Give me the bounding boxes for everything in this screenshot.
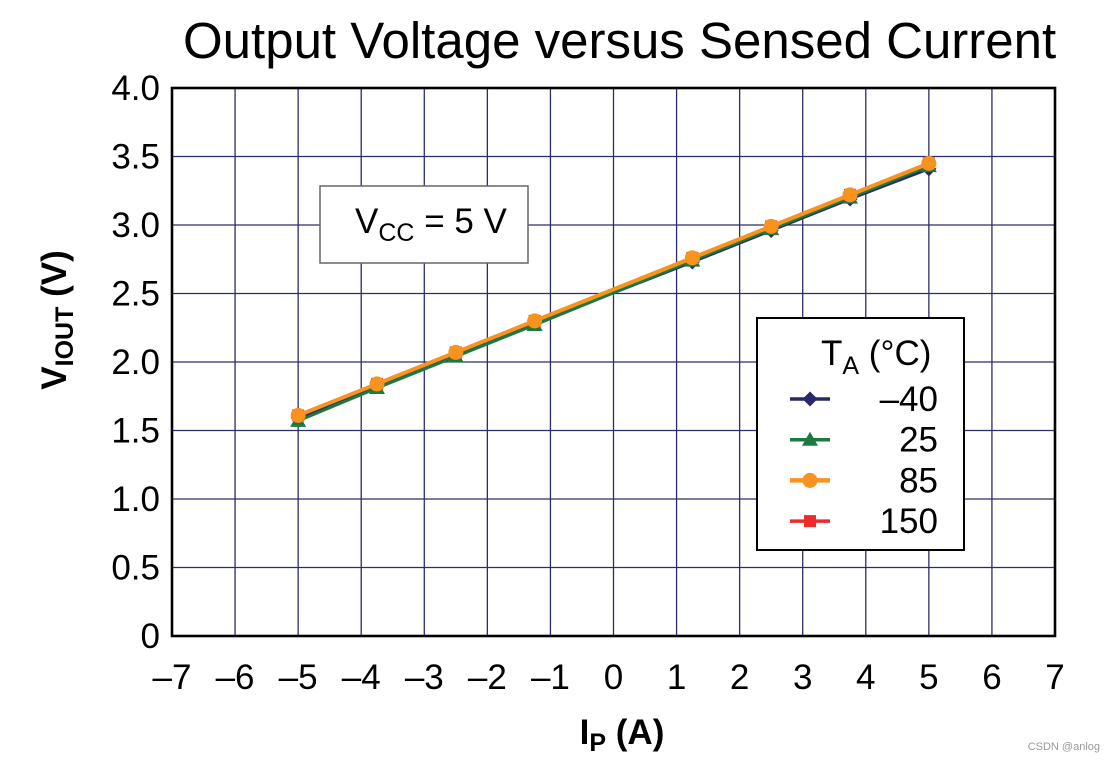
x-tick-label: –3	[405, 658, 444, 697]
x-tick-label: 5	[919, 658, 938, 697]
legend-item-150: 150	[790, 502, 938, 541]
y-axis-label-subscript: IOUT	[51, 307, 79, 367]
watermark: CSDN @anlog	[1028, 741, 1100, 753]
chart-title: Output Voltage versus Sensed Current	[183, 12, 1056, 69]
marker-85-5	[763, 218, 779, 234]
y-tick-label: 2.0	[111, 343, 160, 382]
x-tick-label: –5	[279, 658, 318, 697]
legend-item-minus40: –40	[790, 380, 938, 419]
legend-marker-square	[804, 515, 816, 528]
y-tick-label: 0	[141, 617, 160, 656]
legend-item-25: 25	[790, 421, 938, 460]
y-tick-label: 3.5	[111, 138, 160, 177]
annotation-rest: = 5 V	[414, 202, 507, 241]
y-tick-label: 1.0	[111, 480, 160, 519]
y-axis-label: VIOUT (V)	[35, 250, 79, 389]
x-tick-label: –2	[468, 658, 507, 697]
series-line-25	[297, 164, 930, 423]
y-tick-label: 3.0	[111, 206, 160, 245]
x-tick-label: –6	[216, 658, 255, 697]
x-tick-label: –1	[531, 658, 570, 697]
y-tick-label: 1.5	[111, 412, 160, 451]
x-tick-label: 4	[856, 658, 875, 697]
x-axis-label-rest: (A)	[606, 713, 664, 752]
legend-marker-diamond	[802, 391, 818, 407]
legend-title-main: T	[821, 334, 842, 373]
y-tick-label: 4.0	[111, 69, 160, 108]
legend-label: 85	[899, 461, 938, 500]
marker-85-0	[290, 407, 306, 423]
series-85	[290, 155, 937, 423]
annotation-subscript: CC	[378, 219, 414, 247]
legend-box	[756, 317, 965, 551]
x-tick-label: –7	[153, 658, 192, 697]
legend-title-subscript: A	[842, 352, 859, 380]
legend-item-85: 85	[790, 461, 938, 500]
marker-85-4	[684, 250, 700, 266]
x-axis-label: IP (A)	[580, 713, 665, 757]
x-tick-label: 7	[1045, 658, 1064, 697]
series-line-85	[297, 161, 930, 418]
tick-labels: –7 –6 –5 –4 –3 –2 –1 0 1 2 3 4 5 6 7 0 0.5 1.0 1.5 2.0 2.5 3.…	[111, 69, 1064, 697]
legend-marker-triangle	[802, 431, 818, 446]
x-tick-label: 0	[604, 658, 623, 697]
annotation-box	[319, 185, 529, 264]
y-tick-label: 2.5	[111, 275, 160, 314]
legend-label: –40	[880, 380, 938, 419]
legend-title: TA (°C)	[821, 334, 931, 380]
y-tick-label: 0.5	[111, 549, 160, 588]
marker-85-2	[448, 344, 464, 360]
legend-label: 25	[899, 421, 938, 460]
plot-frame	[170, 86, 1057, 638]
x-axis-label-subscript: P	[589, 729, 606, 757]
series-group	[290, 155, 937, 427]
marker-85-3	[527, 313, 543, 329]
x-tick-label: 1	[667, 658, 686, 697]
x-tick-label: –4	[342, 658, 381, 697]
annotation-text: VCC = 5 V	[355, 202, 508, 247]
legend-title-rest: (°C)	[859, 334, 931, 373]
marker-85-6	[842, 187, 858, 203]
y-axis-label-main: V	[35, 366, 74, 390]
annotation-main: V	[355, 202, 379, 241]
x-tick-label: 6	[982, 658, 1001, 697]
x-tick-label: 3	[793, 658, 812, 697]
vcc-annotation: VCC = 5 V	[319, 185, 529, 264]
y-axis-label-rest: (V)	[35, 250, 74, 306]
x-tick-label: 2	[730, 658, 749, 697]
marker-85-1	[369, 376, 385, 392]
marker-85-7	[921, 155, 937, 171]
x-axis-label-main: I	[580, 713, 590, 752]
legend-marker-circle	[802, 472, 818, 488]
legend-label: 150	[880, 502, 938, 541]
